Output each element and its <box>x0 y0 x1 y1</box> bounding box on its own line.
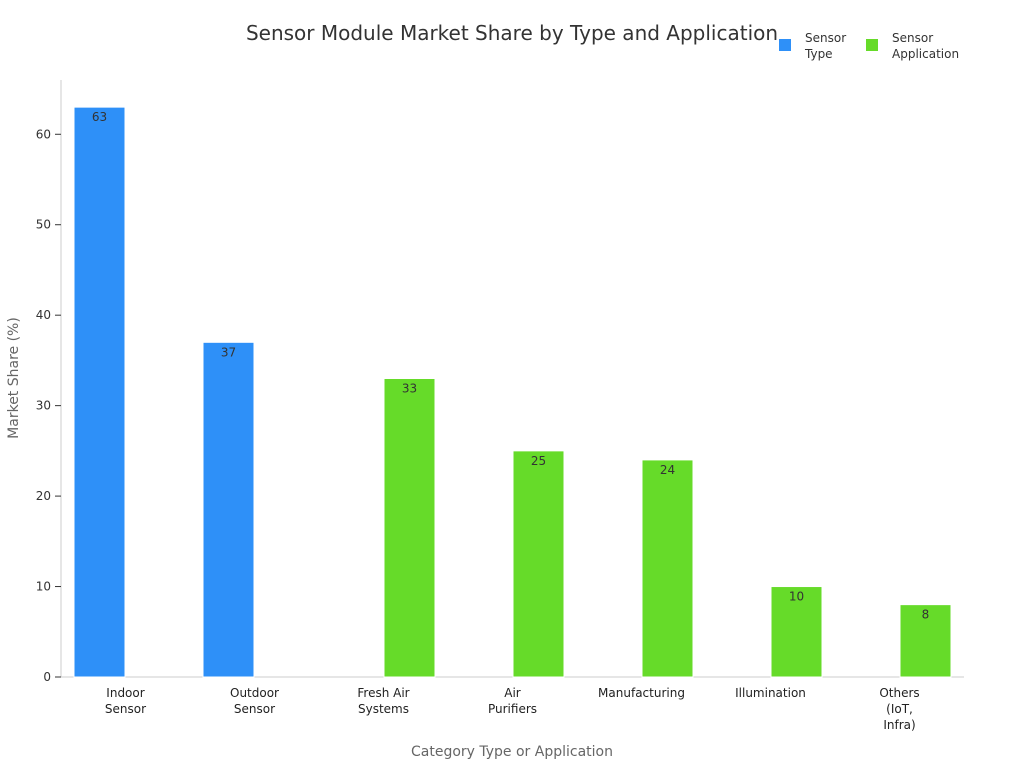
bar <box>73 106 126 678</box>
chart-title: Sensor Module Market Share by Type and A… <box>246 21 778 45</box>
y-tick-label: 10 <box>36 580 51 594</box>
x-axis: Indoor Sensor Outdoor Sensor Fresh Air System… <box>61 676 964 732</box>
bar-value-label: 33 <box>402 382 417 396</box>
x-tick-label: Air Purifiers <box>488 686 537 716</box>
legend-swatch <box>866 39 878 51</box>
bar <box>899 604 952 678</box>
bar-value-label: 10 <box>789 590 804 604</box>
y-axis: 0 10 20 30 40 50 60 <box>36 80 62 684</box>
bar <box>383 378 436 678</box>
y-tick-label: 30 <box>36 399 51 413</box>
bar-value-label: 37 <box>221 345 236 359</box>
bar-value-label: 24 <box>660 463 675 477</box>
bar <box>202 341 255 678</box>
y-tick-label: 20 <box>36 489 51 503</box>
x-tick-label: Manufacturing <box>598 686 685 700</box>
bar <box>641 459 694 678</box>
bars: 63 37 33 25 24 10 8 <box>73 106 952 678</box>
x-tick-label: Outdoor Sensor <box>230 686 279 716</box>
y-tick-label: 0 <box>43 670 51 684</box>
legend-swatch <box>779 39 791 51</box>
y-axis-label: Market Share (%) <box>6 317 22 439</box>
bar-value-label: 25 <box>531 454 546 468</box>
x-tick-label: Illumination <box>735 686 806 700</box>
y-tick-label: 40 <box>36 308 51 322</box>
x-tick-label: Fresh Air Systems <box>357 686 409 716</box>
y-tick-label: 50 <box>36 218 51 232</box>
bar-value-label: 63 <box>92 110 107 124</box>
bar-value-label: 8 <box>922 608 930 622</box>
x-tick-label: Indoor Sensor <box>105 686 146 716</box>
y-tick-label: 60 <box>36 127 51 141</box>
legend: Sensor Type Sensor Application <box>779 31 959 61</box>
legend-label: Sensor Type <box>804 31 846 61</box>
bar <box>770 586 823 678</box>
bar <box>512 450 565 678</box>
x-axis-label: Category Type or Application <box>411 744 613 760</box>
legend-label: Sensor Application <box>892 31 959 61</box>
x-tick-label: Others (IoT, Infra) <box>879 686 919 732</box>
